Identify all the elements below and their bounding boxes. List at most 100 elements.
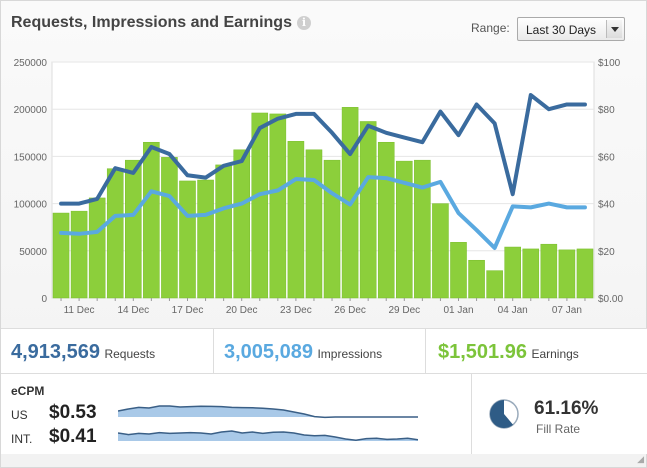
earnings-point (312, 112, 316, 116)
impressions-point (312, 178, 316, 182)
earnings-point (457, 133, 460, 137)
page-title: Requests, Impressions and Earnings (11, 14, 292, 31)
bar (287, 141, 305, 299)
bar (269, 113, 287, 299)
info-icon[interactable]: i (297, 16, 311, 30)
earnings-point (475, 102, 479, 106)
impressions-point (547, 202, 551, 206)
earnings-point (438, 110, 442, 114)
impressions-total: 3,005,089 (224, 341, 313, 363)
earnings-label: Earnings (531, 347, 579, 361)
earnings-point (204, 176, 208, 180)
earnings-point (583, 102, 587, 106)
impressions-label: Impressions (317, 347, 383, 361)
bar (88, 197, 106, 299)
y-left-tick-label: 0 (41, 294, 47, 305)
earnings-point (222, 164, 226, 168)
sparkline-area (118, 406, 418, 418)
bar (450, 242, 467, 299)
y-right-tick-label: $100 (598, 58, 621, 69)
ecpm-us-label: US (11, 408, 28, 422)
requests-total: 4,913,569 (11, 341, 100, 363)
x-tick-label: 01 Jan (443, 305, 473, 316)
y-right-tick-label: $0.00 (598, 294, 623, 305)
impressions-point (113, 214, 117, 218)
bar (504, 246, 521, 299)
y-right-tick-label: $80 (598, 105, 615, 116)
requests-stat: 4,913,569 Requests (1, 329, 213, 373)
earnings-point (493, 121, 497, 125)
totals-bar: 4,913,569 Requests 3,005,089 Impressions… (1, 328, 647, 374)
ecpm-int-sparkline (118, 430, 418, 441)
earnings-point (131, 171, 135, 175)
impressions-point (186, 214, 189, 218)
x-tick-label: 11 Dec (64, 305, 95, 316)
chevron-down-icon[interactable] (606, 20, 622, 38)
y-right-tick-label: $60 (598, 152, 615, 163)
ecpm-us-value: $0.53 (49, 402, 97, 423)
earnings-point (366, 124, 370, 128)
bar (161, 157, 178, 299)
earnings-point (95, 197, 99, 201)
impressions-point (167, 194, 171, 198)
bar (125, 159, 142, 299)
earnings-point (402, 136, 406, 140)
range-select[interactable]: Last 30 Days (517, 17, 625, 41)
impressions-point (402, 181, 406, 185)
earnings-point (77, 202, 81, 206)
impressions-point (457, 211, 460, 215)
impressions-point (493, 246, 497, 250)
bar (197, 179, 214, 299)
earnings-line (59, 93, 587, 206)
bar (522, 248, 540, 299)
impressions-point (475, 228, 479, 232)
impressions-point (77, 232, 81, 236)
bar (52, 212, 70, 299)
y-right-tick-label: $40 (598, 200, 615, 211)
earnings-point (186, 173, 189, 177)
x-tick-label: 17 Dec (172, 305, 204, 316)
earnings-point (384, 131, 388, 135)
impressions-point (240, 202, 244, 206)
earnings-point (167, 152, 171, 156)
requests-label: Requests (104, 347, 156, 361)
resize-handle[interactable]: ◢ (637, 454, 644, 464)
ecpm-title: eCPM (11, 384, 45, 398)
earnings-point (511, 192, 515, 196)
earnings-total: $1,501.96 (438, 341, 527, 363)
bar (106, 168, 124, 299)
impressions-point (258, 192, 262, 196)
impressions-point (529, 205, 533, 209)
chart: 0 50000 100000 150000 200000 250000 $0.00 $20 $4… (14, 58, 624, 316)
impressions-point (420, 186, 424, 190)
sparkline-line (118, 430, 418, 441)
earnings-point (330, 131, 334, 135)
bar (323, 159, 341, 299)
impressions-point (438, 180, 442, 184)
ecpm-int-label: INT. (11, 432, 33, 446)
bar (359, 121, 377, 299)
x-tick-label: 07 Jan (552, 305, 582, 316)
bar (143, 141, 160, 299)
bar (215, 164, 232, 299)
earnings-point (258, 126, 262, 130)
plot-area (51, 61, 595, 299)
y-right-tick-label: $20 (598, 247, 615, 258)
fill-rate-section: 61.16% Fill Rate (471, 374, 647, 454)
y-left-tick-label: 200000 (14, 105, 48, 116)
x-tick-label: 29 Dec (388, 305, 420, 316)
impressions-point (511, 204, 515, 208)
impressions-point (131, 213, 135, 217)
earnings-point (59, 202, 63, 206)
impressions-point (330, 191, 334, 195)
earnings-point (565, 102, 569, 106)
bar (305, 149, 323, 299)
fill-rate-label: Fill Rate (536, 422, 581, 436)
range-select-value: Last 30 Days (526, 23, 597, 37)
ecpm-us-sparkline (118, 405, 418, 419)
impressions-point (565, 205, 569, 209)
impressions-point (366, 175, 370, 179)
impressions-point (95, 230, 99, 234)
range-label: Range: (471, 21, 510, 35)
